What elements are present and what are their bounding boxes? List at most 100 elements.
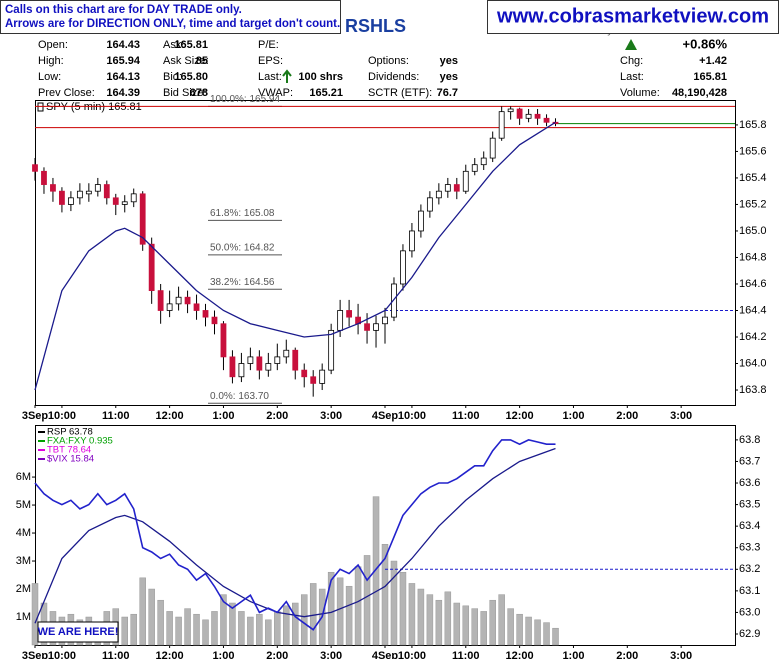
candle-body (435, 190, 442, 199)
volume-bar (543, 622, 550, 646)
y2-tick-label: 63.3 (739, 542, 760, 554)
candle-body (409, 230, 415, 252)
candle-body (274, 356, 281, 364)
stat-value: yes (440, 55, 458, 67)
stat-label: High: (38, 55, 64, 67)
volume-bar (399, 571, 407, 646)
volume-bar (417, 588, 425, 646)
stat-label: Volume: (620, 87, 660, 99)
candle-body (417, 210, 424, 232)
candle-body (400, 250, 406, 285)
volume-bar (489, 599, 496, 646)
stat-label: Prev Close: (38, 87, 95, 99)
x-tick-label: 12:00 (506, 650, 534, 659)
volume-bar (453, 602, 461, 646)
candle-body (130, 193, 137, 203)
candle-body (202, 310, 209, 318)
candle-body (148, 243, 155, 292)
stat-value: 164.13 (106, 71, 140, 83)
y-tick-label: 163.8 (739, 384, 767, 396)
moving-average (34, 121, 556, 391)
volume-bar (139, 577, 146, 646)
stat-value: 165.94 (106, 55, 141, 67)
volume-bar (184, 608, 191, 646)
candle-body (516, 108, 523, 119)
y2-tick-label: 63.1 (739, 585, 760, 597)
site-box (487, 0, 779, 34)
stat-value: 165.80 (174, 71, 208, 83)
volume-bar (220, 594, 227, 646)
stat-value: 678 (190, 87, 208, 99)
candle-body (373, 323, 379, 331)
x-tick-label: 10:00 (398, 410, 426, 422)
candle-body (525, 113, 532, 119)
candle-body (50, 184, 56, 192)
volume-bar (211, 611, 218, 646)
candle-body (453, 184, 460, 192)
y-tick-label: 164.0 (739, 357, 767, 369)
volume-bar (408, 583, 416, 646)
candle-body (507, 108, 514, 113)
y-tick-label: 165.4 (739, 172, 767, 184)
stat-label: SCTR (ETF): (368, 87, 432, 99)
volume-bar (354, 566, 362, 646)
volume-bar (157, 599, 164, 646)
candle-body (391, 283, 397, 318)
y2-tick-label: 63.8 (739, 434, 760, 446)
volume-bar (435, 599, 443, 646)
candle-body (112, 197, 119, 205)
x-tick-label: 3:00 (670, 410, 692, 422)
stat-label: Open: (38, 39, 68, 51)
volume-bar (345, 585, 353, 646)
x-tick-label: 10:00 (48, 410, 76, 422)
candle-body (193, 303, 200, 311)
stat-label: Ask Size: (163, 55, 209, 67)
x-tick-label: 1:00 (562, 650, 584, 659)
x-tick-label: 10:00 (398, 650, 426, 659)
candle-body (139, 193, 146, 245)
candle-body (364, 323, 370, 331)
x-tick-label: 12:00 (506, 410, 534, 422)
stat-label: Bid Size: (163, 87, 206, 99)
y2-tick-label: 63.4 (739, 520, 760, 532)
candle-body (292, 349, 299, 371)
legend-label: RSP 63.78 (47, 427, 93, 438)
x-tick-label: 12:00 (156, 650, 184, 659)
y-tick-label: 2M (16, 583, 31, 595)
volume-bar (444, 591, 452, 646)
y2-tick-label: 63.7 (739, 455, 760, 467)
candle-body (301, 369, 308, 378)
legend-label: TBT 78.64 (47, 445, 91, 456)
candle-body (534, 113, 541, 119)
y-tick-label: 3M (16, 555, 31, 567)
candle-body (32, 164, 38, 172)
stat-value: 165.81 (693, 71, 727, 83)
fib-label: 38.2%: 164.56 (210, 277, 275, 288)
y-tick-label: 6M (16, 471, 31, 483)
x-tick-label: 1:00 (212, 410, 234, 422)
y2-tick-label: 63.6 (739, 477, 760, 489)
annotation: WE ARE HERE! (38, 626, 119, 638)
x-tick-label: 3Sep (22, 650, 49, 659)
fib-label: 61.8%: 165.08 (210, 208, 275, 219)
candle-body (67, 197, 74, 205)
x-tick-label: 11:00 (102, 410, 130, 422)
y2-tick-label: 63.0 (739, 606, 760, 618)
x-tick-label: 10:00 (48, 650, 76, 659)
candle-body (220, 323, 227, 358)
notice-line: Arrows are for DIRECTION ONLY, time and … (5, 18, 340, 30)
volume-bar (130, 613, 137, 646)
candle-body (543, 117, 550, 123)
stat-label: Bid: (163, 71, 182, 83)
candle-body (94, 184, 101, 192)
volume-bar (121, 616, 128, 646)
stat-label: Chg: (620, 55, 643, 67)
stat-label: Dividends: (368, 71, 419, 83)
volume-bar (471, 608, 478, 646)
x-tick-label: 12:00 (156, 410, 184, 422)
y-tick-label: 1M (16, 611, 31, 623)
volume-bar (202, 619, 209, 646)
x-tick-label: 2:00 (266, 650, 288, 659)
stat-value: 85 (196, 55, 208, 67)
